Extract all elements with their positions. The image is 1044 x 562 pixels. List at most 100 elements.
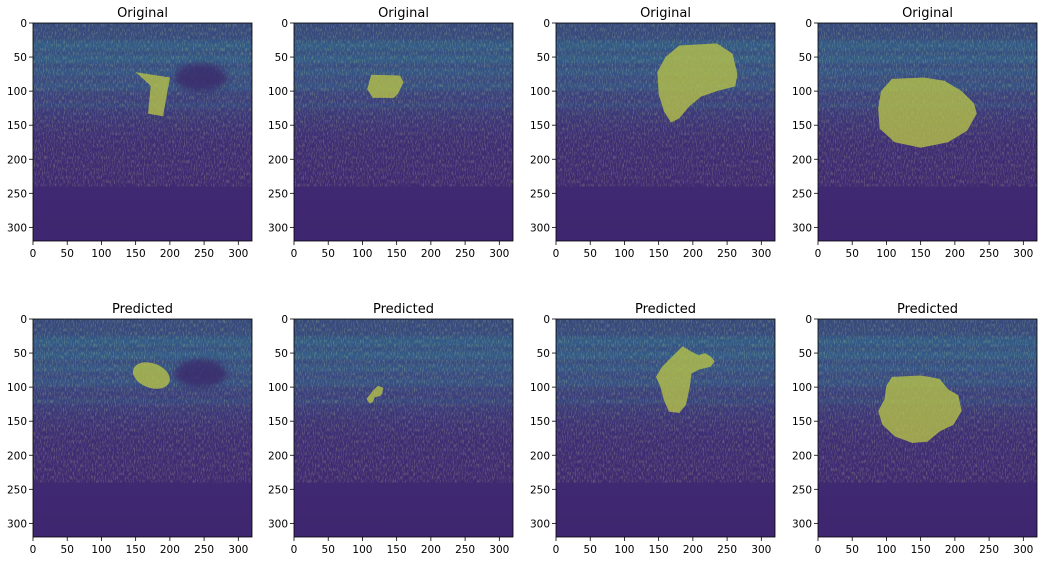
x-tick-label: 250 bbox=[717, 544, 737, 556]
x-tick-label: 150 bbox=[911, 248, 931, 260]
x-tick-label: 50 bbox=[846, 248, 859, 260]
y-tick-label: 300 bbox=[268, 222, 288, 234]
y-tick-label: 250 bbox=[530, 188, 550, 200]
ultrasound-image bbox=[556, 319, 775, 537]
x-tick-label: 200 bbox=[945, 544, 965, 556]
subplot-title: Original bbox=[117, 6, 168, 21]
x-tick-label: 200 bbox=[160, 544, 180, 556]
subplot-2-2: Predicted 0 50 100 150 200 250 300 0 50 100 150 200 2… bbox=[268, 302, 514, 556]
x-tick-label: 200 bbox=[683, 544, 703, 556]
segmentation-mask bbox=[878, 375, 962, 443]
x-tick-label: 100 bbox=[352, 248, 372, 260]
axes-frame bbox=[32, 318, 253, 538]
ultrasound-image bbox=[294, 23, 513, 241]
x-tick-label: 250 bbox=[455, 248, 475, 260]
y-tick-label: 200 bbox=[792, 450, 812, 462]
axes-frame bbox=[555, 22, 776, 242]
y-tick-label: 300 bbox=[530, 518, 550, 530]
x-tick-label: 250 bbox=[717, 248, 737, 260]
y-tick-label: 250 bbox=[792, 188, 812, 200]
x-tick-label: 300 bbox=[489, 248, 509, 260]
x-tick-label: 100 bbox=[876, 248, 896, 260]
x-tick-label: 250 bbox=[979, 544, 999, 556]
y-tick-label: 100 bbox=[530, 382, 550, 394]
axes-frame bbox=[32, 22, 253, 242]
y-tick-label: 100 bbox=[792, 86, 812, 98]
y-tick-label: 200 bbox=[7, 450, 27, 462]
x-tick-label: 300 bbox=[228, 544, 248, 556]
y-tick-label: 150 bbox=[530, 416, 550, 428]
segmentation-mask bbox=[657, 43, 738, 123]
x-tick-label: 50 bbox=[322, 248, 335, 260]
x-tick-label: 300 bbox=[228, 248, 248, 260]
ultrasound-image bbox=[818, 319, 1037, 537]
y-tick-label: 0 bbox=[20, 314, 27, 326]
ultrasound-image bbox=[33, 319, 252, 537]
y-tick-label: 50 bbox=[799, 52, 812, 64]
segmentation-mask bbox=[655, 346, 715, 413]
x-tick-label: 0 bbox=[30, 544, 37, 556]
segmentation-mask bbox=[367, 74, 404, 98]
subplot-2-1: Predicted 0 50 100 150 200 250 300 0 50 100 150 200 2… bbox=[7, 302, 253, 556]
x-tick-label: 150 bbox=[649, 544, 669, 556]
subplot-2-4: Predicted 0 50 100 150 200 250 300 0 50 100 150 200 2… bbox=[792, 302, 1038, 556]
x-tick-label: 100 bbox=[91, 544, 111, 556]
y-tick-label: 150 bbox=[7, 416, 27, 428]
x-tick-label: 50 bbox=[322, 544, 335, 556]
y-tick-label: 150 bbox=[792, 120, 812, 132]
x-tick-label: 250 bbox=[194, 544, 214, 556]
subplot-title: Predicted bbox=[373, 302, 434, 317]
y-tick-label: 250 bbox=[7, 484, 27, 496]
y-tick-label: 0 bbox=[543, 18, 550, 30]
x-tick-label: 250 bbox=[979, 248, 999, 260]
y-tick-label: 250 bbox=[268, 188, 288, 200]
y-tick-label: 300 bbox=[268, 518, 288, 530]
y-tick-label: 0 bbox=[20, 18, 27, 30]
subplot-1-4: Original 0 50 100 150 200 250 300 0 50 100 150 200 25… bbox=[792, 6, 1038, 260]
x-tick-label: 0 bbox=[553, 544, 560, 556]
x-tick-label: 300 bbox=[1013, 544, 1033, 556]
y-tick-label: 300 bbox=[7, 518, 27, 530]
y-tick-label: 200 bbox=[530, 154, 550, 166]
y-tick-label: 100 bbox=[268, 86, 288, 98]
x-tick-label: 100 bbox=[614, 248, 634, 260]
x-tick-label: 0 bbox=[815, 544, 822, 556]
x-tick-label: 250 bbox=[194, 248, 214, 260]
x-tick-label: 150 bbox=[126, 544, 146, 556]
y-tick-label: 0 bbox=[281, 314, 288, 326]
y-tick-label: 0 bbox=[281, 18, 288, 30]
subplot-title: Original bbox=[640, 6, 691, 21]
x-tick-label: 100 bbox=[91, 248, 111, 260]
y-tick-label: 250 bbox=[268, 484, 288, 496]
y-tick-label: 50 bbox=[537, 348, 550, 360]
axes-frame bbox=[817, 318, 1038, 538]
y-tick-label: 300 bbox=[792, 518, 812, 530]
x-tick-label: 300 bbox=[489, 544, 509, 556]
segmentation-mask bbox=[132, 362, 170, 389]
subplot-title: Original bbox=[902, 6, 953, 21]
x-tick-label: 300 bbox=[751, 544, 771, 556]
y-tick-label: 150 bbox=[268, 120, 288, 132]
y-tick-label: 50 bbox=[275, 52, 288, 64]
y-tick-label: 200 bbox=[530, 450, 550, 462]
subplot-title: Original bbox=[378, 6, 429, 21]
segmentation-mask bbox=[366, 385, 383, 404]
subplot-1-2: Original 0 50 100 150 200 250 300 0 50 100 150 200 25… bbox=[268, 6, 514, 260]
y-tick-label: 100 bbox=[268, 382, 288, 394]
axes-frame bbox=[293, 22, 514, 242]
subplot-2-3: Predicted 0 50 100 150 200 250 300 0 50 100 150 200 2… bbox=[530, 302, 776, 556]
x-tick-label: 300 bbox=[1013, 248, 1033, 260]
y-tick-label: 100 bbox=[7, 382, 27, 394]
x-tick-label: 150 bbox=[387, 544, 407, 556]
y-tick-label: 100 bbox=[7, 86, 27, 98]
x-tick-label: 0 bbox=[30, 248, 37, 260]
y-tick-label: 300 bbox=[7, 222, 27, 234]
y-tick-label: 300 bbox=[530, 222, 550, 234]
x-tick-label: 50 bbox=[61, 248, 74, 260]
x-tick-label: 200 bbox=[945, 248, 965, 260]
x-tick-label: 150 bbox=[126, 248, 146, 260]
y-tick-label: 100 bbox=[792, 382, 812, 394]
y-tick-label: 0 bbox=[805, 314, 812, 326]
axes-frame bbox=[293, 318, 514, 538]
